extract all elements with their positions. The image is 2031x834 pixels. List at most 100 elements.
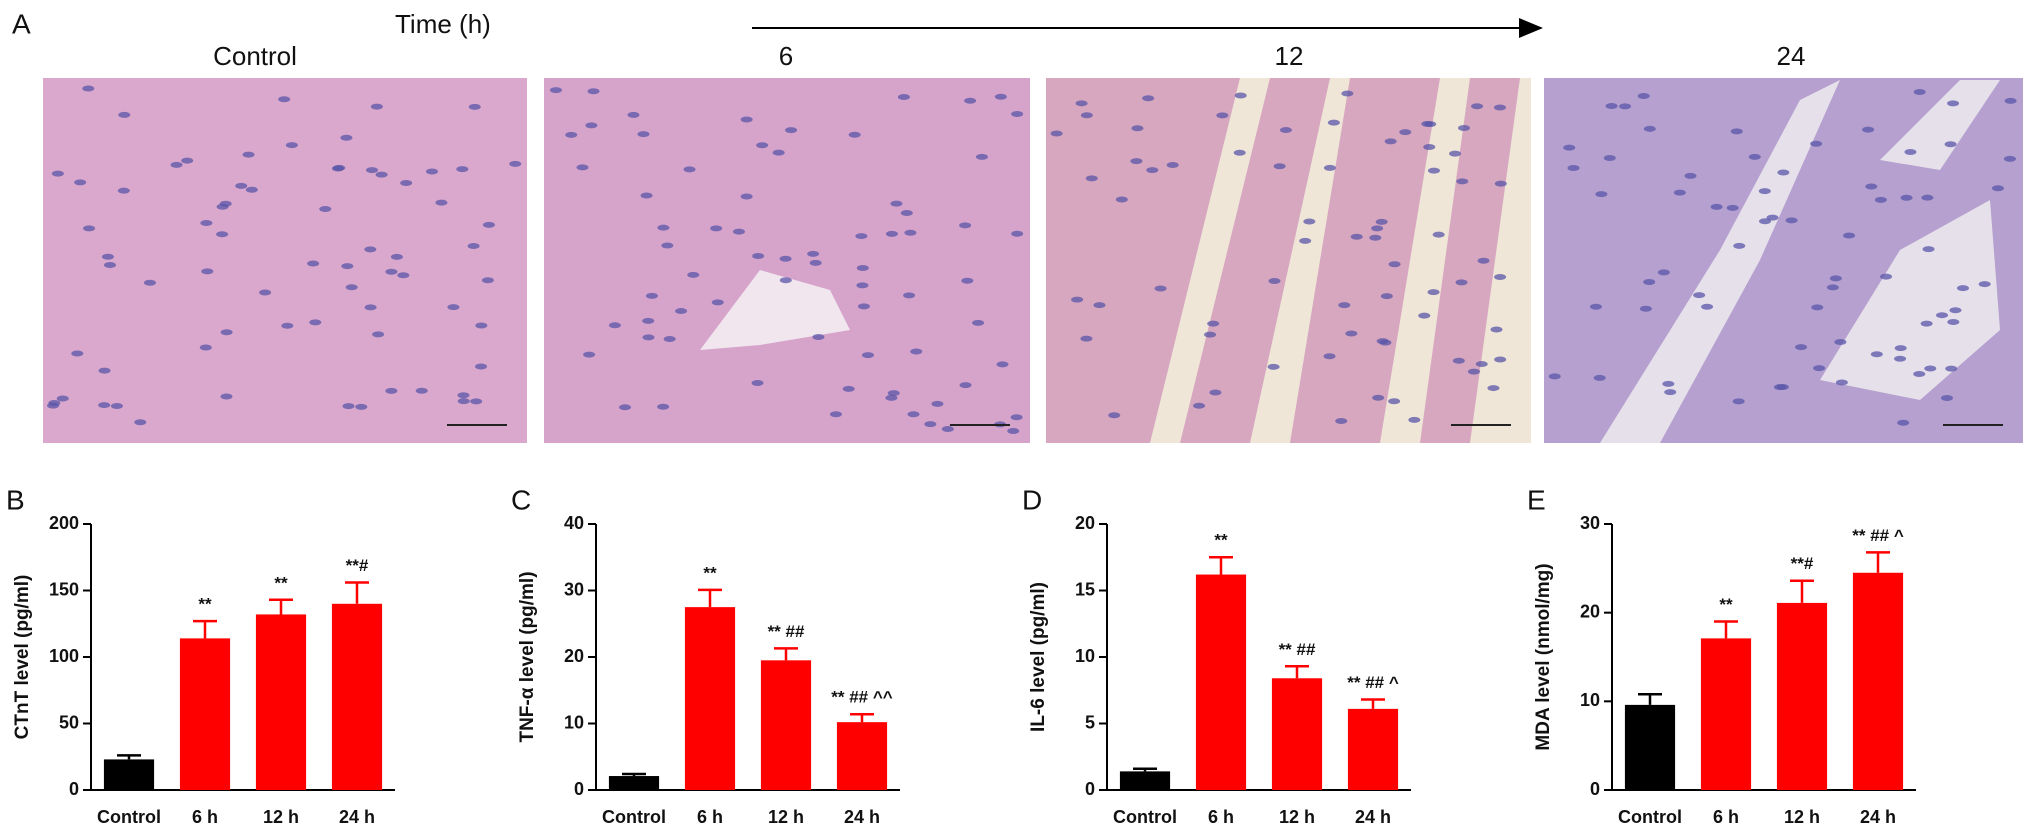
nucleus xyxy=(1894,345,1907,352)
y-tick-label: 30 xyxy=(1580,513,1600,533)
column-label: 24 xyxy=(1777,41,1806,71)
nucleus xyxy=(1388,261,1401,268)
nucleus xyxy=(885,394,898,401)
nucleus xyxy=(1273,163,1286,170)
nucleus xyxy=(1142,95,1155,102)
nucleus xyxy=(924,421,937,428)
nucleus xyxy=(1693,292,1706,299)
nucleus xyxy=(994,93,1007,100)
nucleus xyxy=(435,199,448,206)
nucleus xyxy=(732,228,745,235)
nucleus xyxy=(1758,188,1771,195)
y-tick-label: 0 xyxy=(1590,779,1600,799)
nucleus xyxy=(103,262,116,269)
nucleus xyxy=(897,93,910,100)
nucleus xyxy=(1947,100,1960,107)
nucleus xyxy=(470,398,483,405)
bar xyxy=(836,722,888,790)
x-tick-label: 12 h xyxy=(263,807,299,827)
nucleus xyxy=(74,179,87,186)
significance-label: **# xyxy=(346,556,369,575)
nucleus xyxy=(1423,144,1436,151)
nucleus xyxy=(457,392,470,399)
nucleus xyxy=(467,242,480,249)
bar xyxy=(684,607,736,790)
nucleus xyxy=(1335,418,1348,425)
nucleus xyxy=(1279,127,1292,134)
nucleus xyxy=(642,334,655,341)
nucleus xyxy=(1657,269,1670,276)
nucleus xyxy=(941,425,954,432)
nucleus xyxy=(143,279,156,286)
nucleus xyxy=(2003,155,2016,162)
nucleus xyxy=(642,317,655,324)
nucleus xyxy=(216,203,229,210)
nucleus xyxy=(309,319,322,326)
significance-label: ** ## ^ xyxy=(1347,673,1399,692)
significance-label: ** xyxy=(274,573,288,592)
nucleus xyxy=(1130,158,1143,165)
nucleus xyxy=(170,161,183,168)
nucleus xyxy=(1071,296,1084,303)
nucleus xyxy=(385,268,398,275)
nucleus xyxy=(101,253,114,260)
nucleus xyxy=(1011,230,1024,237)
nucleus xyxy=(340,134,353,141)
nucleus xyxy=(637,131,650,138)
nucleus xyxy=(900,210,913,217)
nucleus xyxy=(1341,90,1354,97)
nucleus xyxy=(220,393,233,400)
column-label: Control xyxy=(213,41,297,71)
nucleus xyxy=(1388,398,1401,405)
nucleus xyxy=(281,322,294,329)
bar xyxy=(1700,638,1752,790)
nucleus xyxy=(200,220,213,227)
y-axis-label: IL-6 level (pg/ml) xyxy=(1028,582,1049,732)
nucleus xyxy=(1637,93,1650,100)
nucleus xyxy=(1595,191,1608,198)
nucleus xyxy=(1338,302,1351,309)
bar xyxy=(103,759,155,790)
nucleus xyxy=(1323,353,1336,360)
nucleus xyxy=(1900,194,1913,201)
nucleus xyxy=(1372,394,1385,401)
nucleus xyxy=(509,160,522,167)
bar xyxy=(1624,704,1676,790)
nucleus xyxy=(1862,126,1875,133)
x-tick-label: Control xyxy=(97,807,161,827)
nucleus xyxy=(319,205,332,212)
nucleus xyxy=(1593,374,1606,381)
nucleus xyxy=(216,231,229,238)
nucleus xyxy=(910,348,923,355)
nucleus xyxy=(752,253,765,260)
x-tick-label: 24 h xyxy=(1860,807,1896,827)
nucleus xyxy=(779,255,792,262)
error-bar xyxy=(622,772,646,777)
error-bar xyxy=(1714,620,1738,639)
nucleus xyxy=(1639,305,1652,312)
nucleus xyxy=(201,268,214,275)
nucleus xyxy=(1811,304,1824,311)
nucleus xyxy=(1567,164,1580,171)
nucleus xyxy=(711,299,724,306)
y-tick-label: 200 xyxy=(49,513,79,533)
nucleus xyxy=(1303,218,1316,225)
nucleus xyxy=(964,97,977,104)
y-tick-label: 10 xyxy=(564,712,584,732)
nucleus xyxy=(1375,218,1388,225)
nucleus xyxy=(1759,218,1772,225)
nucleus xyxy=(48,399,61,406)
nucleus xyxy=(475,322,488,329)
y-tick-label: 15 xyxy=(1075,579,1095,599)
nucleus xyxy=(110,403,123,410)
nucleus xyxy=(856,282,869,289)
nucleus xyxy=(1810,140,1823,147)
micrographs xyxy=(43,78,2023,443)
nucleus xyxy=(1563,144,1576,151)
nucleus xyxy=(887,390,900,397)
y-tick-label: 0 xyxy=(1085,779,1095,799)
nucleus xyxy=(1384,138,1397,145)
nucleus xyxy=(1371,225,1384,232)
nucleus xyxy=(1166,161,1179,168)
tissue-gap xyxy=(700,270,850,350)
